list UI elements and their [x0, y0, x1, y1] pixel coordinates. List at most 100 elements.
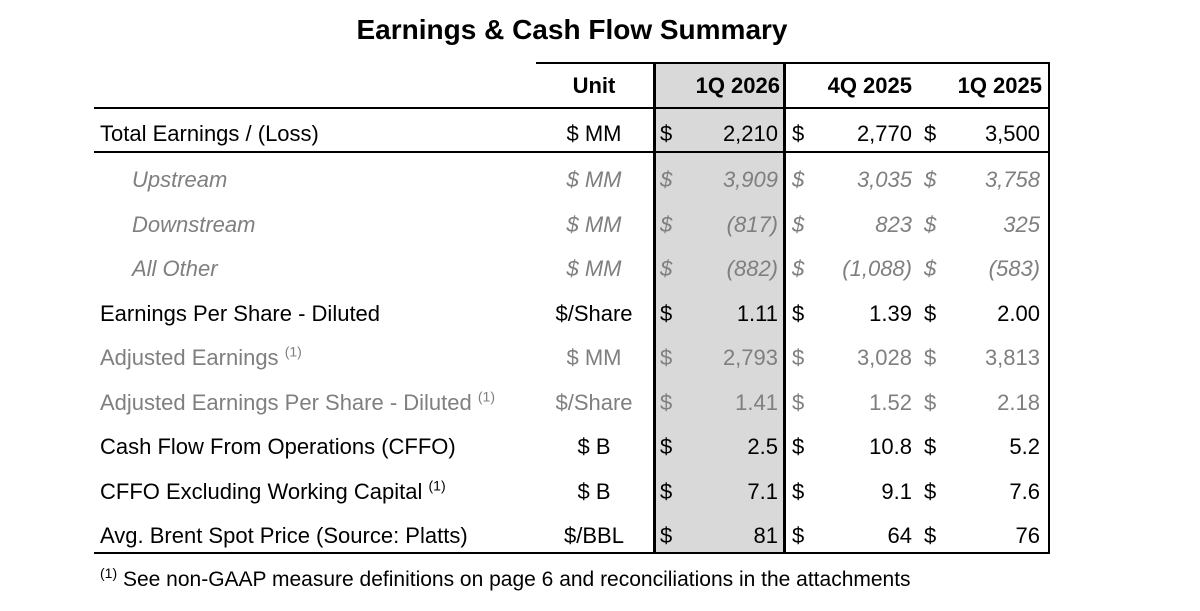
- dollar-sign: $: [792, 167, 805, 192]
- value-1q-2026: 2.5: [747, 434, 778, 459]
- value-1q-2026: (882): [726, 256, 778, 281]
- current-quarter-highlight: [653, 62, 786, 554]
- row-label-text: Earnings Per Share - Diluted: [100, 301, 381, 326]
- row-unit: $ MM: [566, 167, 622, 192]
- header-underline: [94, 107, 1050, 109]
- dollar-sign: $: [924, 212, 937, 237]
- dollar-sign: $: [792, 212, 805, 237]
- table-bottom-border: [94, 552, 1050, 554]
- row-unit: $/BBL: [564, 523, 624, 548]
- value-1q-2026: (817): [726, 212, 778, 237]
- dollar-sign: $: [792, 390, 805, 415]
- header-4q-2025: 4Q 2025: [827, 73, 912, 98]
- value-1q-2025: 7.6: [1009, 479, 1040, 504]
- value-4q-2025: 9.1: [881, 479, 912, 504]
- footnote: (1) See non-GAAP measure definitions on …: [100, 565, 911, 592]
- row-label-text: All Other: [132, 256, 218, 281]
- row-label-text: Avg. Brent Spot Price (Source: Platts): [100, 523, 468, 548]
- value-4q-2025: 3,028: [856, 345, 912, 370]
- row-label: Earnings Per Share - Diluted: [100, 292, 380, 336]
- row-label: Downstream: [132, 203, 255, 247]
- row-label-text: Adjusted Earnings: [100, 345, 279, 370]
- value-1q-2026: 7.1: [747, 479, 778, 504]
- row-unit: $ B: [577, 434, 611, 459]
- row-label: Avg. Brent Spot Price (Source: Platts): [100, 514, 468, 558]
- table-top-border: [536, 62, 1050, 64]
- table-right-border: [1048, 62, 1050, 554]
- dollar-sign: $: [660, 212, 673, 237]
- dollar-sign: $: [924, 345, 937, 370]
- dollar-sign: $: [924, 301, 937, 326]
- footnote-ref: (1): [477, 388, 496, 405]
- dollar-sign: $: [660, 523, 673, 548]
- value-1q-2025: 3,500: [984, 121, 1040, 146]
- dollar-sign: $: [792, 256, 805, 281]
- footnote-ref: (1): [284, 343, 302, 360]
- value-1q-2025: 3,813: [984, 345, 1040, 370]
- header-1q-2025: 1Q 2025: [957, 73, 1042, 98]
- value-4q-2025: 64: [887, 523, 912, 548]
- row-unit: $ MM: [566, 345, 622, 370]
- row-label-text: CFFO Excluding Working Capital: [100, 479, 423, 504]
- dollar-sign: $: [792, 301, 805, 326]
- row-label-text: Adjusted Earnings Per Share - Diluted: [100, 390, 472, 415]
- dollar-sign: $: [660, 256, 673, 281]
- row-label: Adjusted Earnings Per Share - Diluted (1…: [100, 381, 495, 425]
- value-1q-2025: 3,758: [984, 167, 1040, 192]
- row-unit: $ B: [577, 479, 611, 504]
- row-label: All Other: [132, 247, 218, 291]
- footnote-text: See non-GAAP measure definitions on page…: [117, 568, 911, 591]
- row-label: CFFO Excluding Working Capital (1): [100, 470, 446, 514]
- row-label-text: Upstream: [132, 167, 228, 192]
- dollar-sign: $: [924, 390, 937, 415]
- footnote-ref: (1): [428, 477, 446, 494]
- row-label-text: Downstream: [132, 212, 256, 237]
- row-unit: $/Share: [555, 390, 633, 415]
- dollar-sign: $: [924, 479, 937, 504]
- row-unit: $/Share: [555, 301, 633, 326]
- value-1q-2026: 1.11: [736, 301, 778, 326]
- row-label-text: Cash Flow From Operations (CFFO): [100, 434, 456, 459]
- dollar-sign: $: [792, 434, 805, 459]
- header-1q-2026: 1Q 2026: [695, 73, 780, 98]
- value-4q-2025: 1.39: [869, 301, 912, 326]
- value-1q-2026: 81: [753, 523, 778, 548]
- dollar-sign: $: [660, 301, 673, 326]
- dollar-sign: $: [660, 121, 673, 146]
- dollar-sign: $: [660, 479, 673, 504]
- row-unit: $ MM: [566, 121, 622, 146]
- row-label: Cash Flow From Operations (CFFO): [100, 425, 456, 469]
- value-1q-2025: (583): [988, 256, 1040, 281]
- dollar-sign: $: [660, 167, 673, 192]
- dollar-sign: $: [792, 523, 805, 548]
- row-unit: $ MM: [566, 212, 622, 237]
- value-4q-2025: 3,035: [856, 167, 912, 192]
- value-4q-2025: 823: [875, 212, 912, 237]
- header-unit: Unit: [572, 73, 616, 98]
- row-unit: $ MM: [566, 256, 622, 281]
- dollar-sign: $: [924, 256, 937, 281]
- dollar-sign: $: [792, 479, 805, 504]
- dollar-sign: $: [924, 121, 937, 146]
- value-4q-2025: 2,770: [856, 121, 912, 146]
- page-title: Earnings & Cash Flow Summary: [356, 14, 788, 45]
- value-4q-2025: 1.52: [869, 390, 912, 415]
- value-1q-2025: 5.2: [1009, 434, 1040, 459]
- dollar-sign: $: [660, 434, 673, 459]
- value-1q-2026: 2,210: [722, 121, 778, 146]
- footnote-marker: (1): [100, 565, 118, 581]
- dollar-sign: $: [924, 523, 937, 548]
- dollar-sign: $: [924, 167, 937, 192]
- value-1q-2025: 2.18: [997, 390, 1040, 415]
- value-1q-2026: 3,909: [722, 167, 778, 192]
- dollar-sign: $: [660, 390, 673, 415]
- value-1q-2025: 325: [1003, 212, 1040, 237]
- row-label: Upstream: [132, 158, 227, 202]
- value-1q-2025: 2.00: [997, 301, 1040, 326]
- dollar-sign: $: [792, 121, 805, 146]
- value-4q-2025: (1,088): [842, 256, 912, 281]
- summary-table: Unit 1Q 2026 4Q 2025 1Q 2025 Total Earni…: [94, 62, 1050, 554]
- value-1q-2025: 76: [1015, 523, 1040, 548]
- row-label-text: Total Earnings / (Loss): [100, 121, 319, 146]
- dollar-sign: $: [792, 345, 805, 370]
